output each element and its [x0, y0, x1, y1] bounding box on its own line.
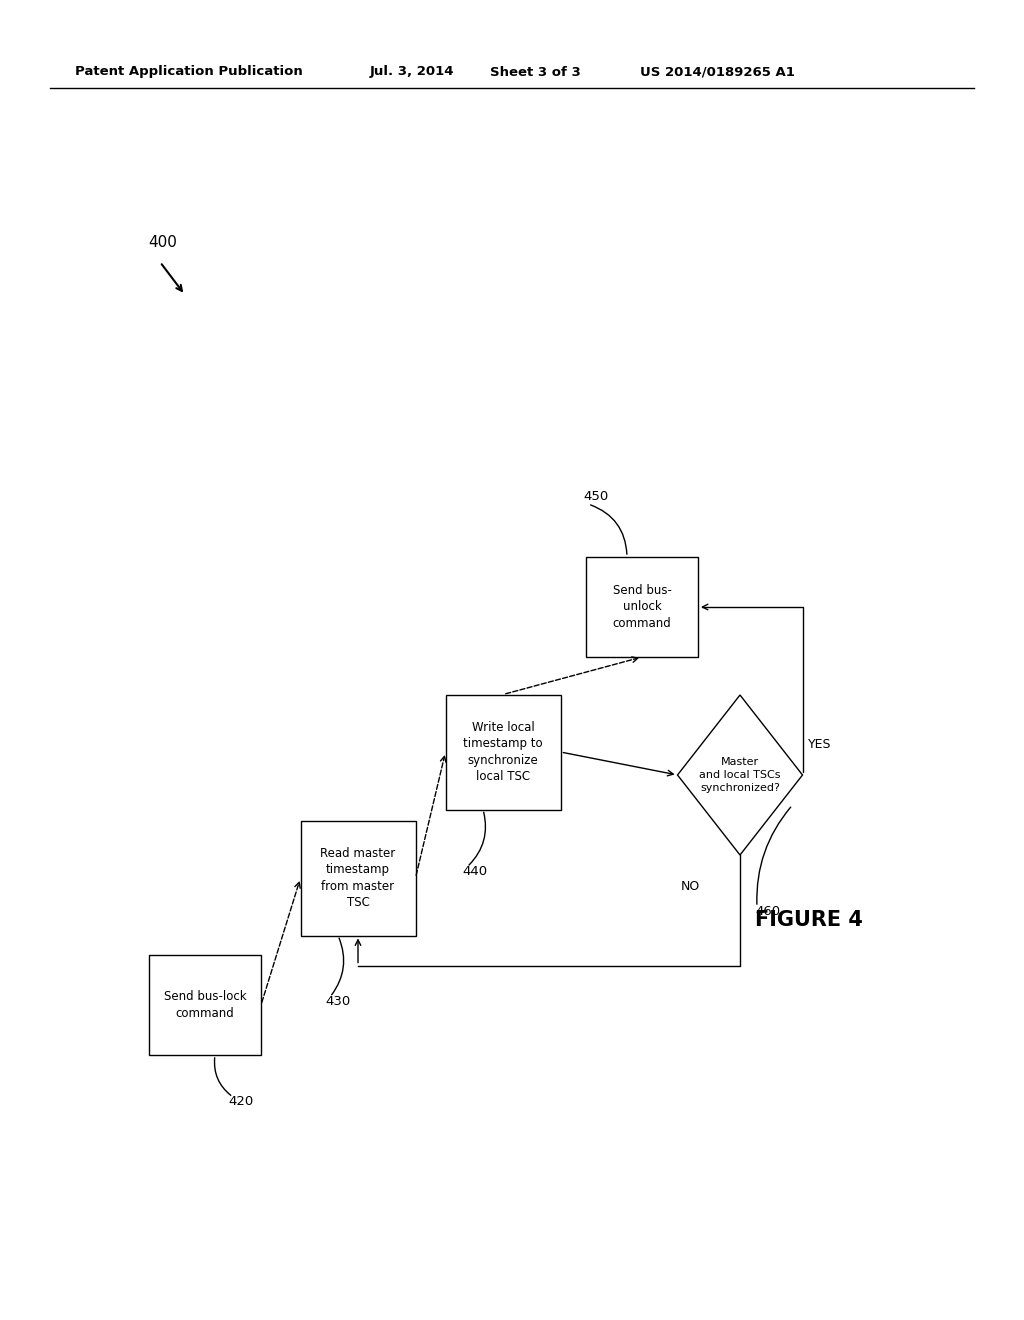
Text: 460: 460 [755, 906, 780, 917]
Text: 400: 400 [148, 235, 177, 249]
Text: Master
and local TSCs
synchronized?: Master and local TSCs synchronized? [699, 758, 780, 793]
Bar [300, 821, 416, 936]
Text: 430: 430 [325, 995, 350, 1008]
Text: 450: 450 [583, 490, 608, 503]
Text: US 2014/0189265 A1: US 2014/0189265 A1 [640, 66, 795, 78]
Text: Send bus-lock
command: Send bus-lock command [164, 990, 247, 1020]
Text: NO: NO [680, 880, 699, 894]
Text: FIGURE 4: FIGURE 4 [755, 909, 863, 931]
Text: 420: 420 [228, 1096, 253, 1107]
Text: YES: YES [808, 738, 831, 751]
Text: 440: 440 [462, 865, 487, 878]
Bar [150, 954, 261, 1055]
Bar [586, 557, 698, 657]
Text: Send bus-
unlock
command: Send bus- unlock command [612, 583, 672, 630]
Polygon shape [678, 696, 803, 855]
Bar [445, 694, 560, 809]
Text: Read master
timestamp
from master
TSC: Read master timestamp from master TSC [321, 846, 395, 909]
Text: Patent Application Publication: Patent Application Publication [75, 66, 303, 78]
Text: Jul. 3, 2014: Jul. 3, 2014 [370, 66, 455, 78]
Text: Sheet 3 of 3: Sheet 3 of 3 [490, 66, 581, 78]
Text: Write local
timestamp to
synchronize
local TSC: Write local timestamp to synchronize loc… [463, 721, 543, 783]
